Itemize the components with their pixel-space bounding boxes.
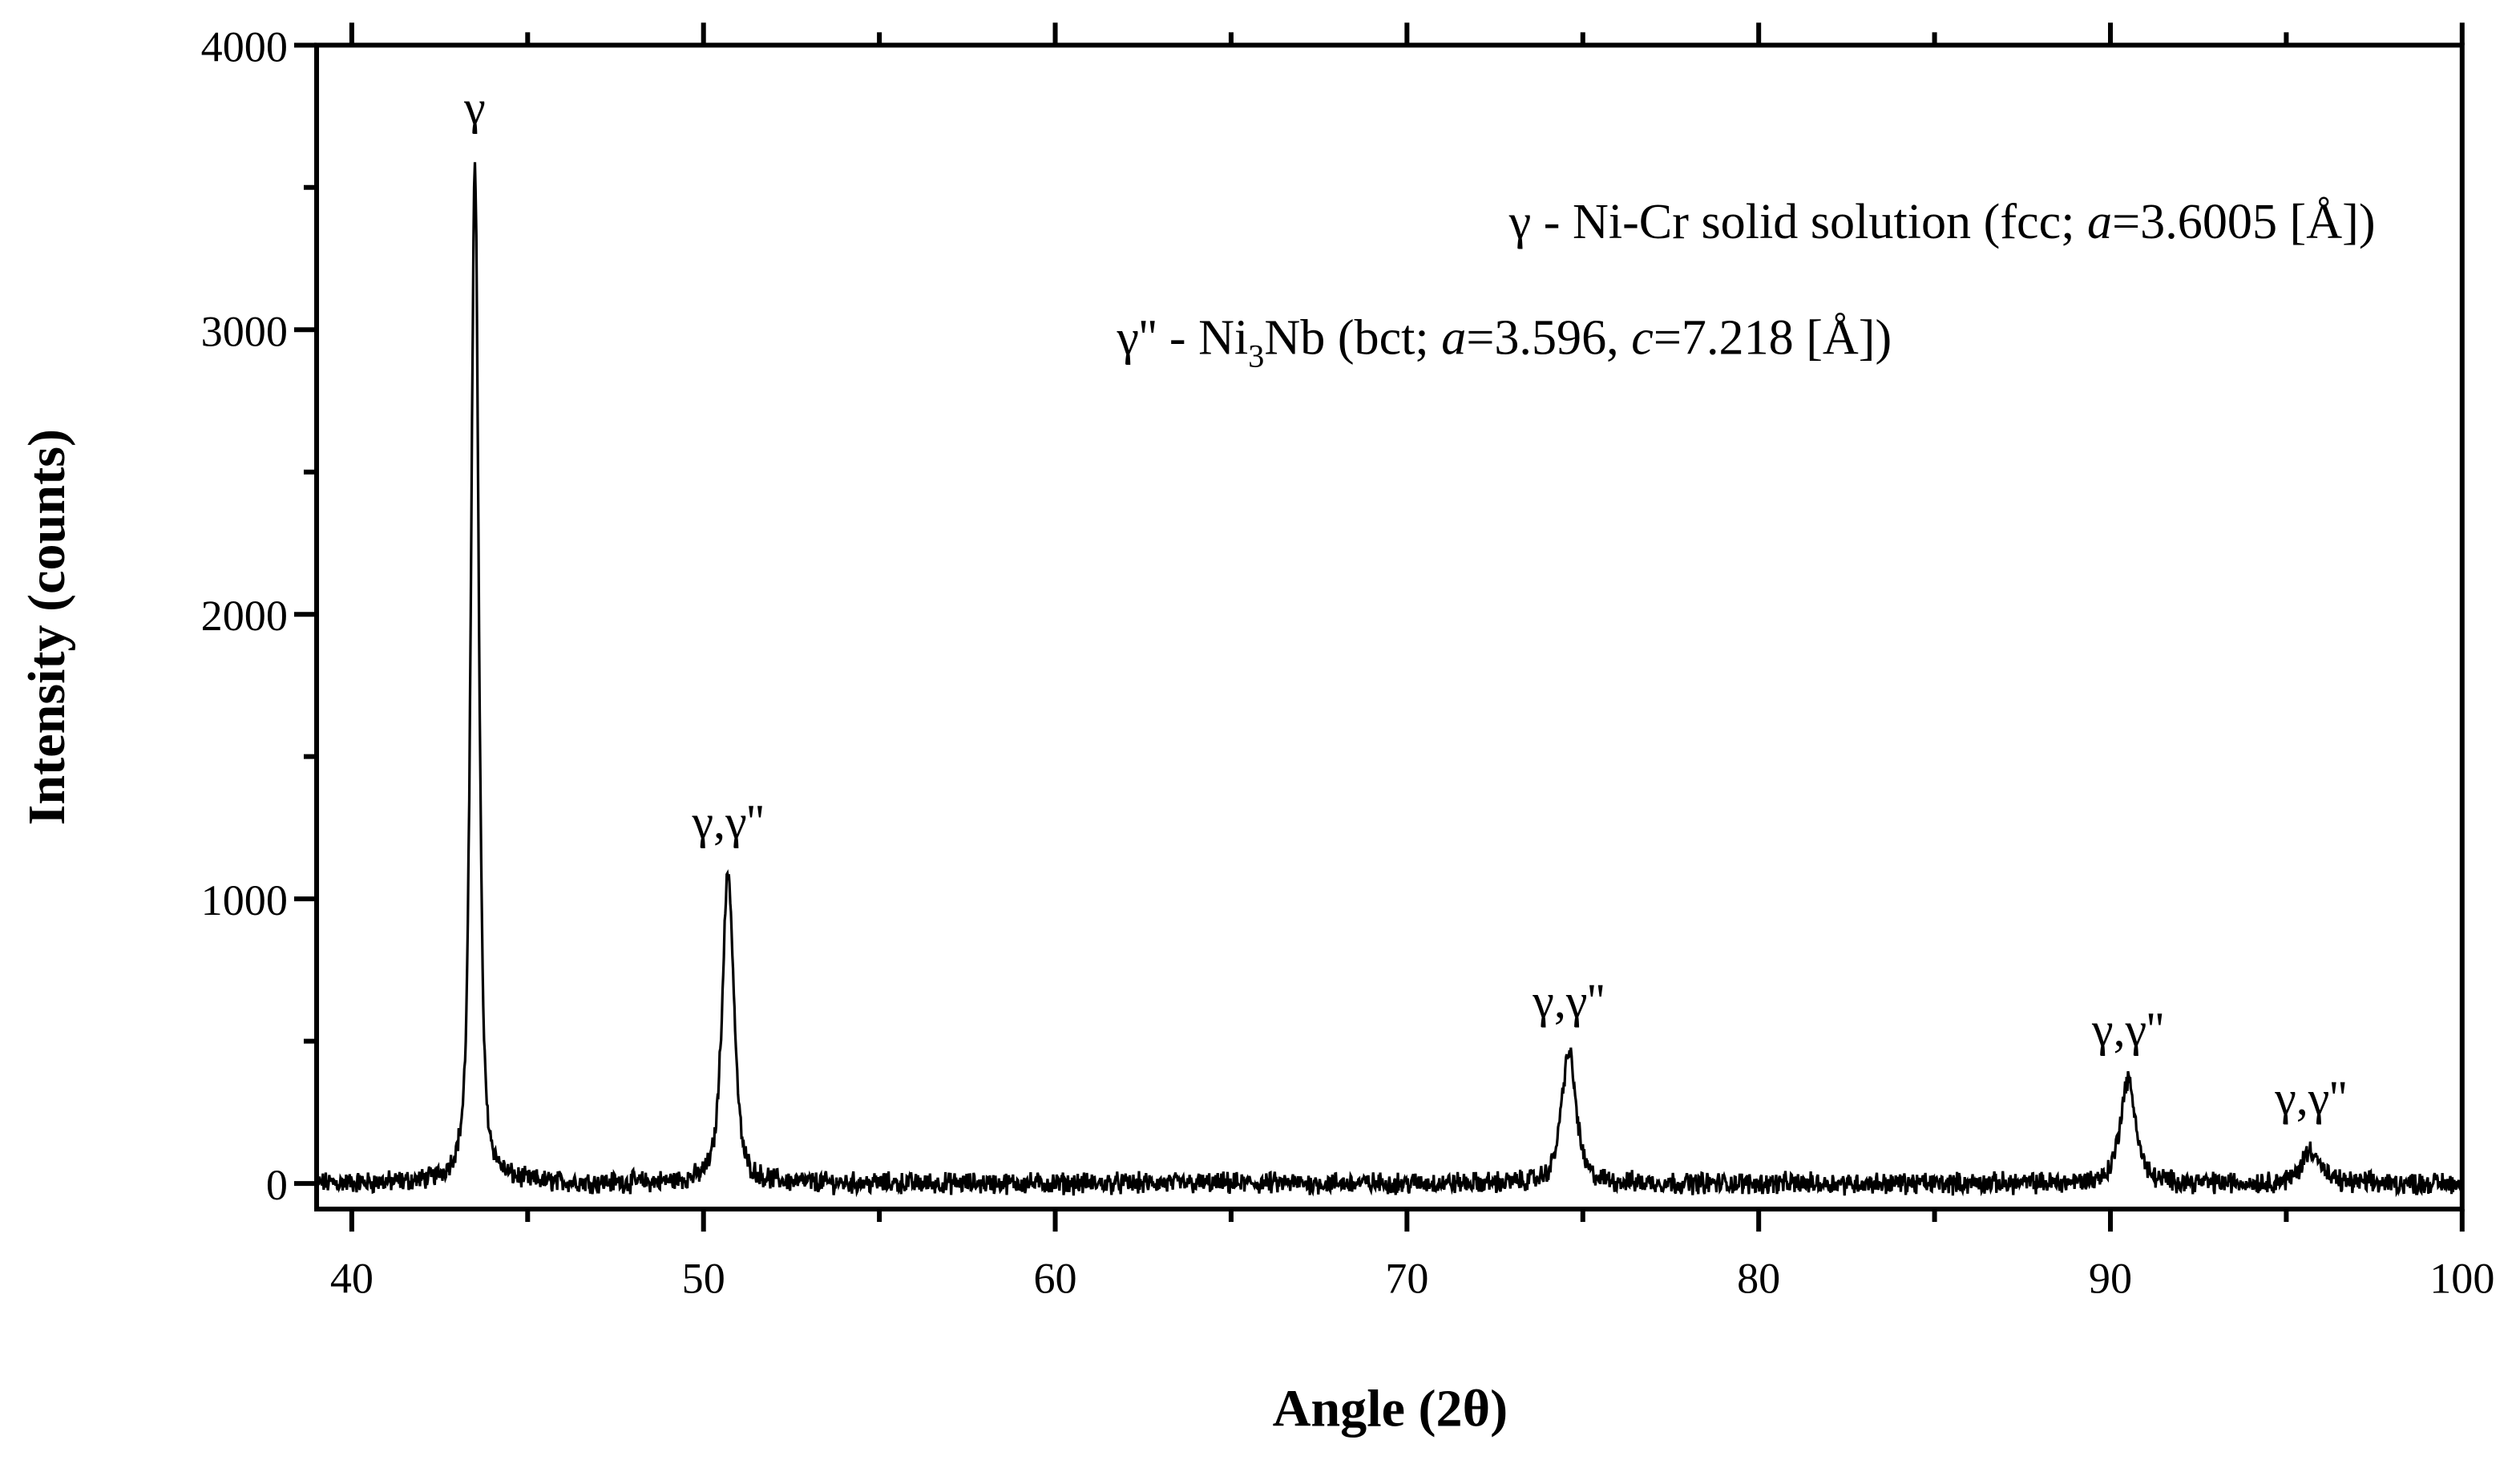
legend-line-gamma-double-prime: γ'' - Ni3Nb (bct; a=3.596, c=7.218 [Å])	[1117, 310, 1892, 374]
y-tick-label: 4000	[201, 22, 288, 71]
y-tick-label: 2000	[201, 592, 288, 640]
peak-label: γ,γ''	[691, 795, 764, 849]
y-tick-label: 1000	[201, 876, 288, 924]
x-tick-label: 100	[2429, 1254, 2494, 1302]
y-tick-label: 3000	[201, 307, 288, 355]
plot-frame	[313, 42, 2465, 1212]
x-tick-label: 80	[1737, 1254, 1780, 1302]
x-axis-label: Angle (2θ)	[1273, 1380, 1508, 1438]
y-tick-label: 0	[266, 1161, 288, 1209]
peak-label: γ,γ''	[2274, 1071, 2347, 1125]
x-tick-label: 70	[1385, 1254, 1428, 1302]
peak-label: γ,γ''	[2091, 1003, 2164, 1057]
x-tick-label: 60	[1033, 1254, 1076, 1302]
legend-line-gamma: γ - Ni-Cr solid solution (fcc; a=3.6005 …	[1508, 195, 2376, 249]
x-tick-label: 40	[330, 1254, 374, 1302]
peak-annotations: γ γ,γ'' γ,γ'' γ,γ'' γ,γ''	[463, 81, 2347, 1125]
x-tick-label: 90	[2089, 1254, 2132, 1302]
xrd-pattern-line	[315, 162, 2464, 1198]
peak-label: γ,γ''	[1532, 975, 1605, 1029]
peak-label: γ	[463, 81, 486, 135]
y-axis-label: Intensity (counts)	[18, 429, 76, 825]
x-tick-label: 50	[682, 1254, 725, 1302]
